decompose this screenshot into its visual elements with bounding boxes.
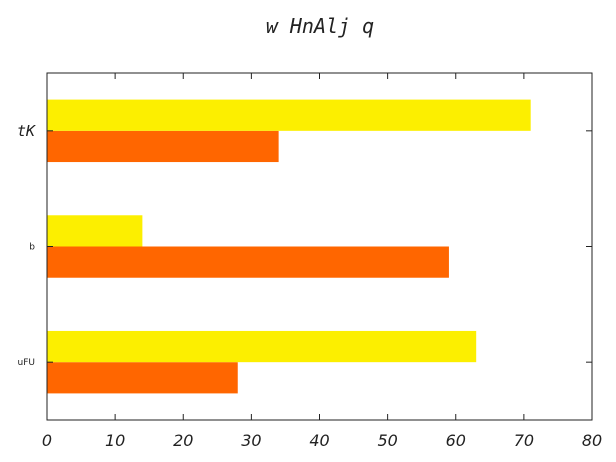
x-tick-labels: 0 10 20 30 40 50 60 70 80 (42, 431, 602, 450)
bar-tK-series-2 (47, 99, 531, 131)
chart-title: w HnAlj q (266, 14, 374, 38)
bar-tK-series-1 (47, 130, 279, 163)
x-tick-label-10: 10 (105, 431, 125, 450)
bars-group (47, 99, 531, 394)
y-tick-label-tK: tK (17, 122, 36, 140)
plot-area-frame (46, 72, 593, 421)
y-tick-label-b: b (29, 243, 35, 253)
bar-b-series-1 (47, 246, 449, 278)
bar-uFU-series-1 (47, 362, 238, 394)
x-tick-label-60: 60 (446, 431, 466, 450)
x-tick-label-80: 80 (582, 431, 602, 450)
x-tick-label-20: 20 (173, 431, 193, 450)
x-tick-label-50: 50 (377, 431, 397, 450)
x-tick-label-70: 70 (514, 431, 534, 450)
bar-uFU-series-2 (47, 330, 477, 363)
y-tick-labels: uFU b tK (17, 122, 36, 368)
x-tick-label-30: 30 (241, 431, 261, 450)
bar-b-series-2 (47, 215, 143, 247)
x-tick-label-0: 0 (42, 431, 52, 450)
x-tick-label-40: 40 (309, 431, 329, 450)
y-tick-label-uFU: uFU (18, 358, 35, 368)
